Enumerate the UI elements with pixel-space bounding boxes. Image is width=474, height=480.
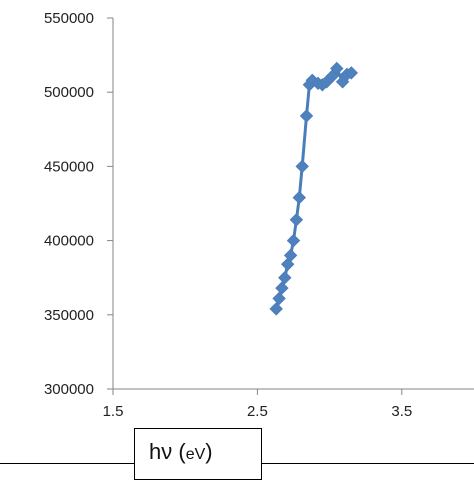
data-point	[269, 302, 283, 316]
data-point	[286, 233, 301, 248]
x-axis-title-box: hν (eV)	[134, 428, 262, 480]
data-point	[272, 291, 286, 306]
x-axis-title-unit: eV	[185, 446, 206, 463]
data-point	[330, 61, 344, 76]
x-axis-title-main: hν (	[149, 439, 186, 464]
x-axis-title-close: )	[205, 439, 213, 464]
y-tick-label: 300000	[44, 381, 94, 398]
data-point	[289, 213, 304, 227]
series-line	[274, 67, 352, 310]
data-points	[269, 61, 359, 316]
data-point	[292, 190, 307, 205]
y-axis-ticks: 300000 350000 400000 450000 500000 550000	[44, 10, 113, 398]
data-point	[283, 248, 298, 263]
data-point	[295, 159, 309, 174]
y-tick-label: 350000	[44, 307, 94, 324]
data-point	[278, 270, 292, 285]
bottom-rule-left	[0, 463, 134, 464]
y-tick-label: 550000	[44, 10, 94, 27]
y-tick-label: 450000	[44, 158, 94, 175]
data-point	[275, 281, 289, 295]
x-tick-label: 3.5	[391, 403, 412, 420]
x-tick-label: 1.5	[103, 403, 124, 420]
data-point	[344, 66, 359, 80]
x-axis-title: hν (eV)	[149, 439, 213, 465]
y-tick-label: 400000	[44, 233, 94, 250]
y-tick-label: 500000	[44, 84, 94, 101]
x-tick-label: 2.5	[247, 403, 268, 420]
x-axis-ticks: 1.5 2.5 3.5	[103, 389, 412, 420]
bottom-rule-right	[262, 463, 474, 464]
data-point	[299, 109, 314, 123]
